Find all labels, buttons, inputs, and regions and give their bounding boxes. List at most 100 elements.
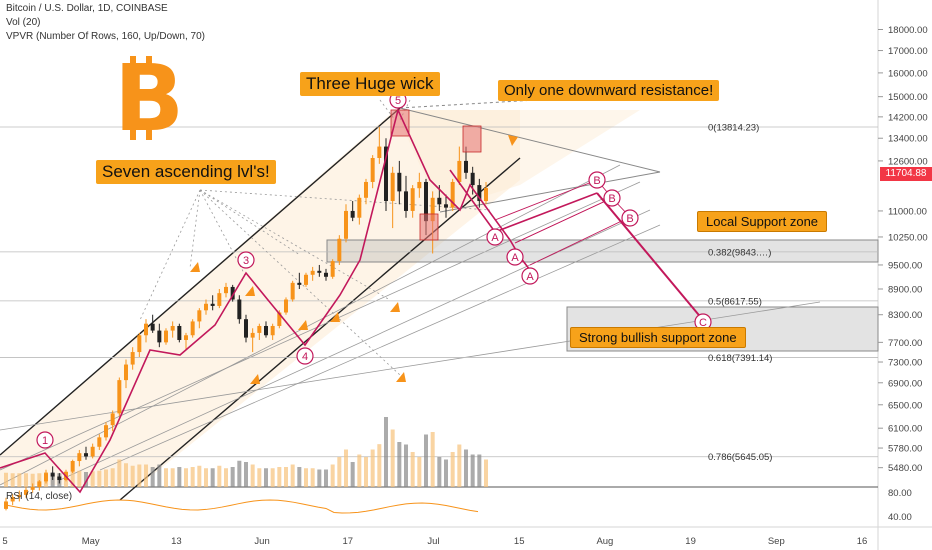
candle-body xyxy=(464,160,468,173)
candle-body xyxy=(344,210,348,239)
svg-text:A: A xyxy=(526,271,534,283)
volume-bar xyxy=(450,452,455,487)
volume-bar xyxy=(444,459,448,487)
candle-body xyxy=(164,330,168,343)
candle-body xyxy=(277,312,282,326)
ascending-level-4 xyxy=(99,224,661,471)
rsi-tick-label: 80.00 xyxy=(888,488,912,499)
price-tick-label: 7300.00 xyxy=(888,358,922,369)
price-tick-label: 16000.00 xyxy=(888,68,928,79)
candle-body xyxy=(324,272,328,277)
price-tick-label: 13400.00 xyxy=(888,134,928,145)
rsi-tick-label: 40.00 xyxy=(888,512,912,523)
volume-bar xyxy=(304,468,308,487)
volume-bar xyxy=(77,470,82,487)
candle-body xyxy=(24,489,28,495)
price-tick-label: 9500.00 xyxy=(888,260,922,271)
time-tick-label: May xyxy=(82,536,100,547)
correction-leg-2 xyxy=(494,192,598,233)
candle-body xyxy=(437,197,442,205)
volume-bar xyxy=(330,464,335,487)
arrow-up-1 xyxy=(190,262,200,272)
volume-bar xyxy=(437,457,442,487)
volume-bar xyxy=(397,442,402,487)
candle-body xyxy=(157,330,162,343)
arrow-up-6 xyxy=(390,302,400,312)
candle-body xyxy=(70,461,75,472)
candle-body xyxy=(370,157,375,182)
seven-levels-callout: Seven ascending lvl's! xyxy=(96,160,276,184)
time-tick-label: 15 xyxy=(514,536,525,547)
candle-body xyxy=(230,286,235,300)
wave-label-a: A xyxy=(486,228,504,246)
fib-level-label: 0(13814.23) xyxy=(708,123,759,134)
volume-bar xyxy=(277,467,282,487)
candle-body xyxy=(310,270,315,275)
price-tick-label: 10250.00 xyxy=(888,232,928,243)
svg-text:B: B xyxy=(608,193,615,205)
svg-text:5: 5 xyxy=(395,95,401,107)
price-tick-label: 8300.00 xyxy=(888,310,922,321)
volume-bar xyxy=(17,473,22,487)
bullish-support-callout: Strong bullish support zone xyxy=(570,327,746,348)
svg-text:3: 3 xyxy=(243,255,249,267)
candle-body xyxy=(17,494,22,498)
volume-bar xyxy=(244,462,248,487)
fib-level-label: 0.786(5645.05) xyxy=(708,452,772,463)
wave-label-b: B xyxy=(621,209,639,227)
volume-bar xyxy=(310,468,315,487)
volume-bar xyxy=(184,468,188,487)
volume-bar xyxy=(157,464,162,487)
volume-bar xyxy=(484,459,488,487)
candle-body xyxy=(57,476,62,480)
price-tick-label: 18000.00 xyxy=(888,25,928,36)
time-tick-label: 5 xyxy=(2,536,7,547)
price-tick-label: 6500.00 xyxy=(888,400,922,411)
candle-body xyxy=(117,380,122,414)
price-tick-label: 5780.00 xyxy=(888,444,922,455)
three-wick-callout: Three Huge wick xyxy=(300,72,440,96)
candle-body xyxy=(137,335,142,353)
arrow-up-7 xyxy=(396,372,406,382)
candle-body xyxy=(257,325,262,333)
candle-body xyxy=(90,446,95,457)
candle-body xyxy=(424,181,428,222)
candle-body xyxy=(270,325,275,336)
wave-label-b: B xyxy=(603,189,621,207)
candle-body xyxy=(317,270,322,273)
candle-body xyxy=(330,261,335,277)
volume-bar xyxy=(430,432,435,487)
time-tick-label: Jul xyxy=(427,536,439,547)
time-tick-label: 13 xyxy=(171,536,182,547)
candle-body xyxy=(404,191,408,211)
volume-bar xyxy=(477,454,482,487)
candle-body xyxy=(430,197,435,222)
volume-bar xyxy=(270,468,275,487)
volume-bar xyxy=(350,462,355,487)
candle-body xyxy=(124,364,128,381)
candle-body xyxy=(104,425,108,438)
price-tick-label: 7700.00 xyxy=(888,338,922,349)
candlesticks xyxy=(4,127,488,511)
time-tick-label: Sep xyxy=(768,536,785,547)
price-tick-label: 6900.00 xyxy=(888,378,922,389)
candle-body xyxy=(350,210,355,218)
volume-bar xyxy=(237,460,242,487)
volume-bar xyxy=(124,463,128,487)
volume-indicator-label: Vol (20) xyxy=(6,17,41,28)
candle-body xyxy=(50,473,55,477)
volume-bar xyxy=(417,457,422,487)
candle-body xyxy=(304,274,308,285)
volume-bar xyxy=(4,472,8,487)
candle-body xyxy=(184,335,188,340)
candle-body xyxy=(417,181,422,189)
volume-bar xyxy=(290,464,295,487)
candle-body xyxy=(190,321,195,336)
wave-label-5: 5 xyxy=(389,91,407,109)
candle-body xyxy=(364,181,368,198)
candle-body xyxy=(177,325,182,340)
volume-bar xyxy=(117,459,122,487)
volume-bar xyxy=(197,465,202,487)
wave-label-4: 4 xyxy=(296,347,314,365)
